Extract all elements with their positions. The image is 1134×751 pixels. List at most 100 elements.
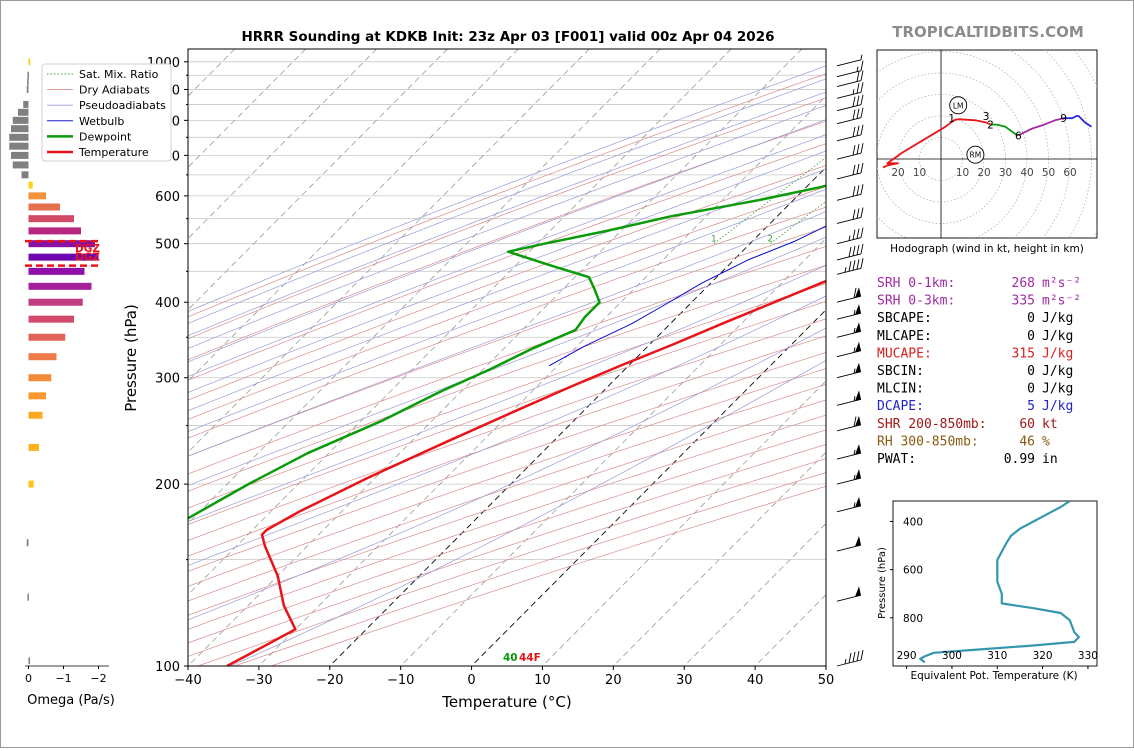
index-value: 60 [1019,417,1035,432]
omega-bar [28,315,74,323]
hodograph-ring-label: 40 [1020,167,1033,179]
omega-bar [28,203,60,211]
index-label: MUCAPE: [877,346,932,361]
wind-barb [836,415,862,432]
hodograph-segment [882,118,991,169]
surface-temperature-label: 44F [519,652,541,664]
skew-t-legend: Sat. Mix. Ratio Dry Adiabats Pseudoadiabat… [41,63,172,162]
skew-t-y-tick-label: 600 [155,190,180,205]
omega-bar [26,85,29,93]
omega-tick-label: 0 [25,672,32,685]
skew-t-x-axis-label: Temperature (°C) [441,693,571,711]
skew-t-y-tick-label: 200 [155,478,180,493]
wind-barb [836,82,864,99]
omega-bar [18,108,29,116]
wind-barb [836,287,862,303]
hodograph-ring-label: 10 [913,167,926,179]
hodograph-caption: Hodograph (wind in kt, height in km) [890,243,1084,255]
legend-entry: Wetbulb [79,115,124,128]
index-label: MLCIN: [877,382,924,397]
legend-entry: Pseudoadiabats [79,99,166,112]
wind-barb [836,227,864,245]
index-label: SBCIN: [877,364,924,379]
dgz-label: DGZ [75,243,100,255]
index-value: 335 [1012,294,1035,309]
wind-barb [836,207,864,224]
omega-bar [28,267,85,275]
index-value: 0.99 [1004,452,1035,467]
omega-bar [23,100,29,108]
theta-e-x-tick-label: 310 [987,650,1007,662]
hodograph-ring-label: 50 [1042,167,1055,179]
theta-e-line [919,501,1080,664]
index-label: SBCAPE: [877,311,932,326]
wind-barb [836,341,862,358]
skew-t-x-tick-label: −30 [245,673,272,688]
mixing-ratio-label: 4 [828,235,833,245]
theta-e-panel: 290 300 310 320 330 400 600 800 [890,500,1098,669]
wind-barb [836,649,864,667]
wind-barb [836,444,862,460]
index-unit: m²s⁻² [1042,276,1081,291]
wind-barb [836,162,864,180]
index-unit: J/kg [1042,311,1073,326]
theta-e-x-tick-label: 300 [942,650,962,662]
wind-barb [836,54,863,67]
omega-bar [12,161,29,169]
index-value: 268 [1012,276,1035,291]
omega-bar [27,78,29,86]
hodograph-panel: 20 10 10 20 30 40 50 60 1 23 6 9 LM RM [876,49,1098,239]
skew-t-y-tick-label: 500 [155,238,180,253]
index-unit: J/kg [1042,329,1073,344]
omega-bar [27,71,29,79]
omega-bar [28,253,99,261]
skew-t-wetbulb-line [548,225,826,367]
wind-barb [836,143,864,160]
mixing-ratio-label: 2 [767,235,772,245]
skew-t-x-tick-label: 10 [534,673,551,688]
index-value: 0 [1027,311,1035,326]
skew-t-temperature-line [226,279,826,666]
skew-t-y-tick-label: 400 [155,296,180,311]
index-value: 5 [1027,399,1035,414]
storm-motion-marker [966,145,985,164]
dgz-label: DGZ [75,252,100,264]
legend-entry: Sat. Mix. Ratio [79,68,159,81]
theta-e-y-tick-label: 600 [903,565,923,577]
index-unit: in [1042,452,1058,467]
mixing-ratio-label: 6 [865,235,870,245]
skew-t-background-lines: 1 2 4 6 8 10 13 16 20 24 30 36 [188,49,870,666]
omega-bar [28,353,57,361]
omega-bar [28,192,46,200]
index-label: SRH 0-3km: [877,294,955,309]
wind-barb [836,94,864,112]
hodograph-ring-label: 10 [956,167,969,179]
hodograph-ring-label: 20 [891,167,904,179]
index-label: SRH 0-1km: [877,276,955,291]
index-label: DCAPE: [877,399,924,414]
omega-bar [28,181,33,189]
omega-bar [9,133,29,141]
index-value: 0 [1027,329,1035,344]
omega-bar [28,443,39,451]
omega-bar [28,657,30,665]
index-unit: kt [1042,417,1058,432]
skew-t-y-tick-label: 100 [155,660,180,675]
hodograph-ring-label: 60 [1063,167,1076,179]
index-value: 0 [1027,364,1035,379]
omega-bar [28,227,81,235]
theta-e-x-tick-label: 290 [897,650,917,662]
index-unit: J/kg [1042,382,1073,397]
index-unit: J/kg [1042,364,1073,379]
hodograph-segment [990,123,1019,137]
skew-t-x-tick-label: −40 [174,673,201,688]
skew-t-x-tick-label: −10 [387,673,414,688]
hodograph-height-label: 1 [948,113,955,125]
omega-bar [28,411,43,419]
wind-barb [836,304,862,320]
hodograph-ring-label: 30 [999,167,1012,179]
hodograph-height-label: 3 [983,111,990,123]
